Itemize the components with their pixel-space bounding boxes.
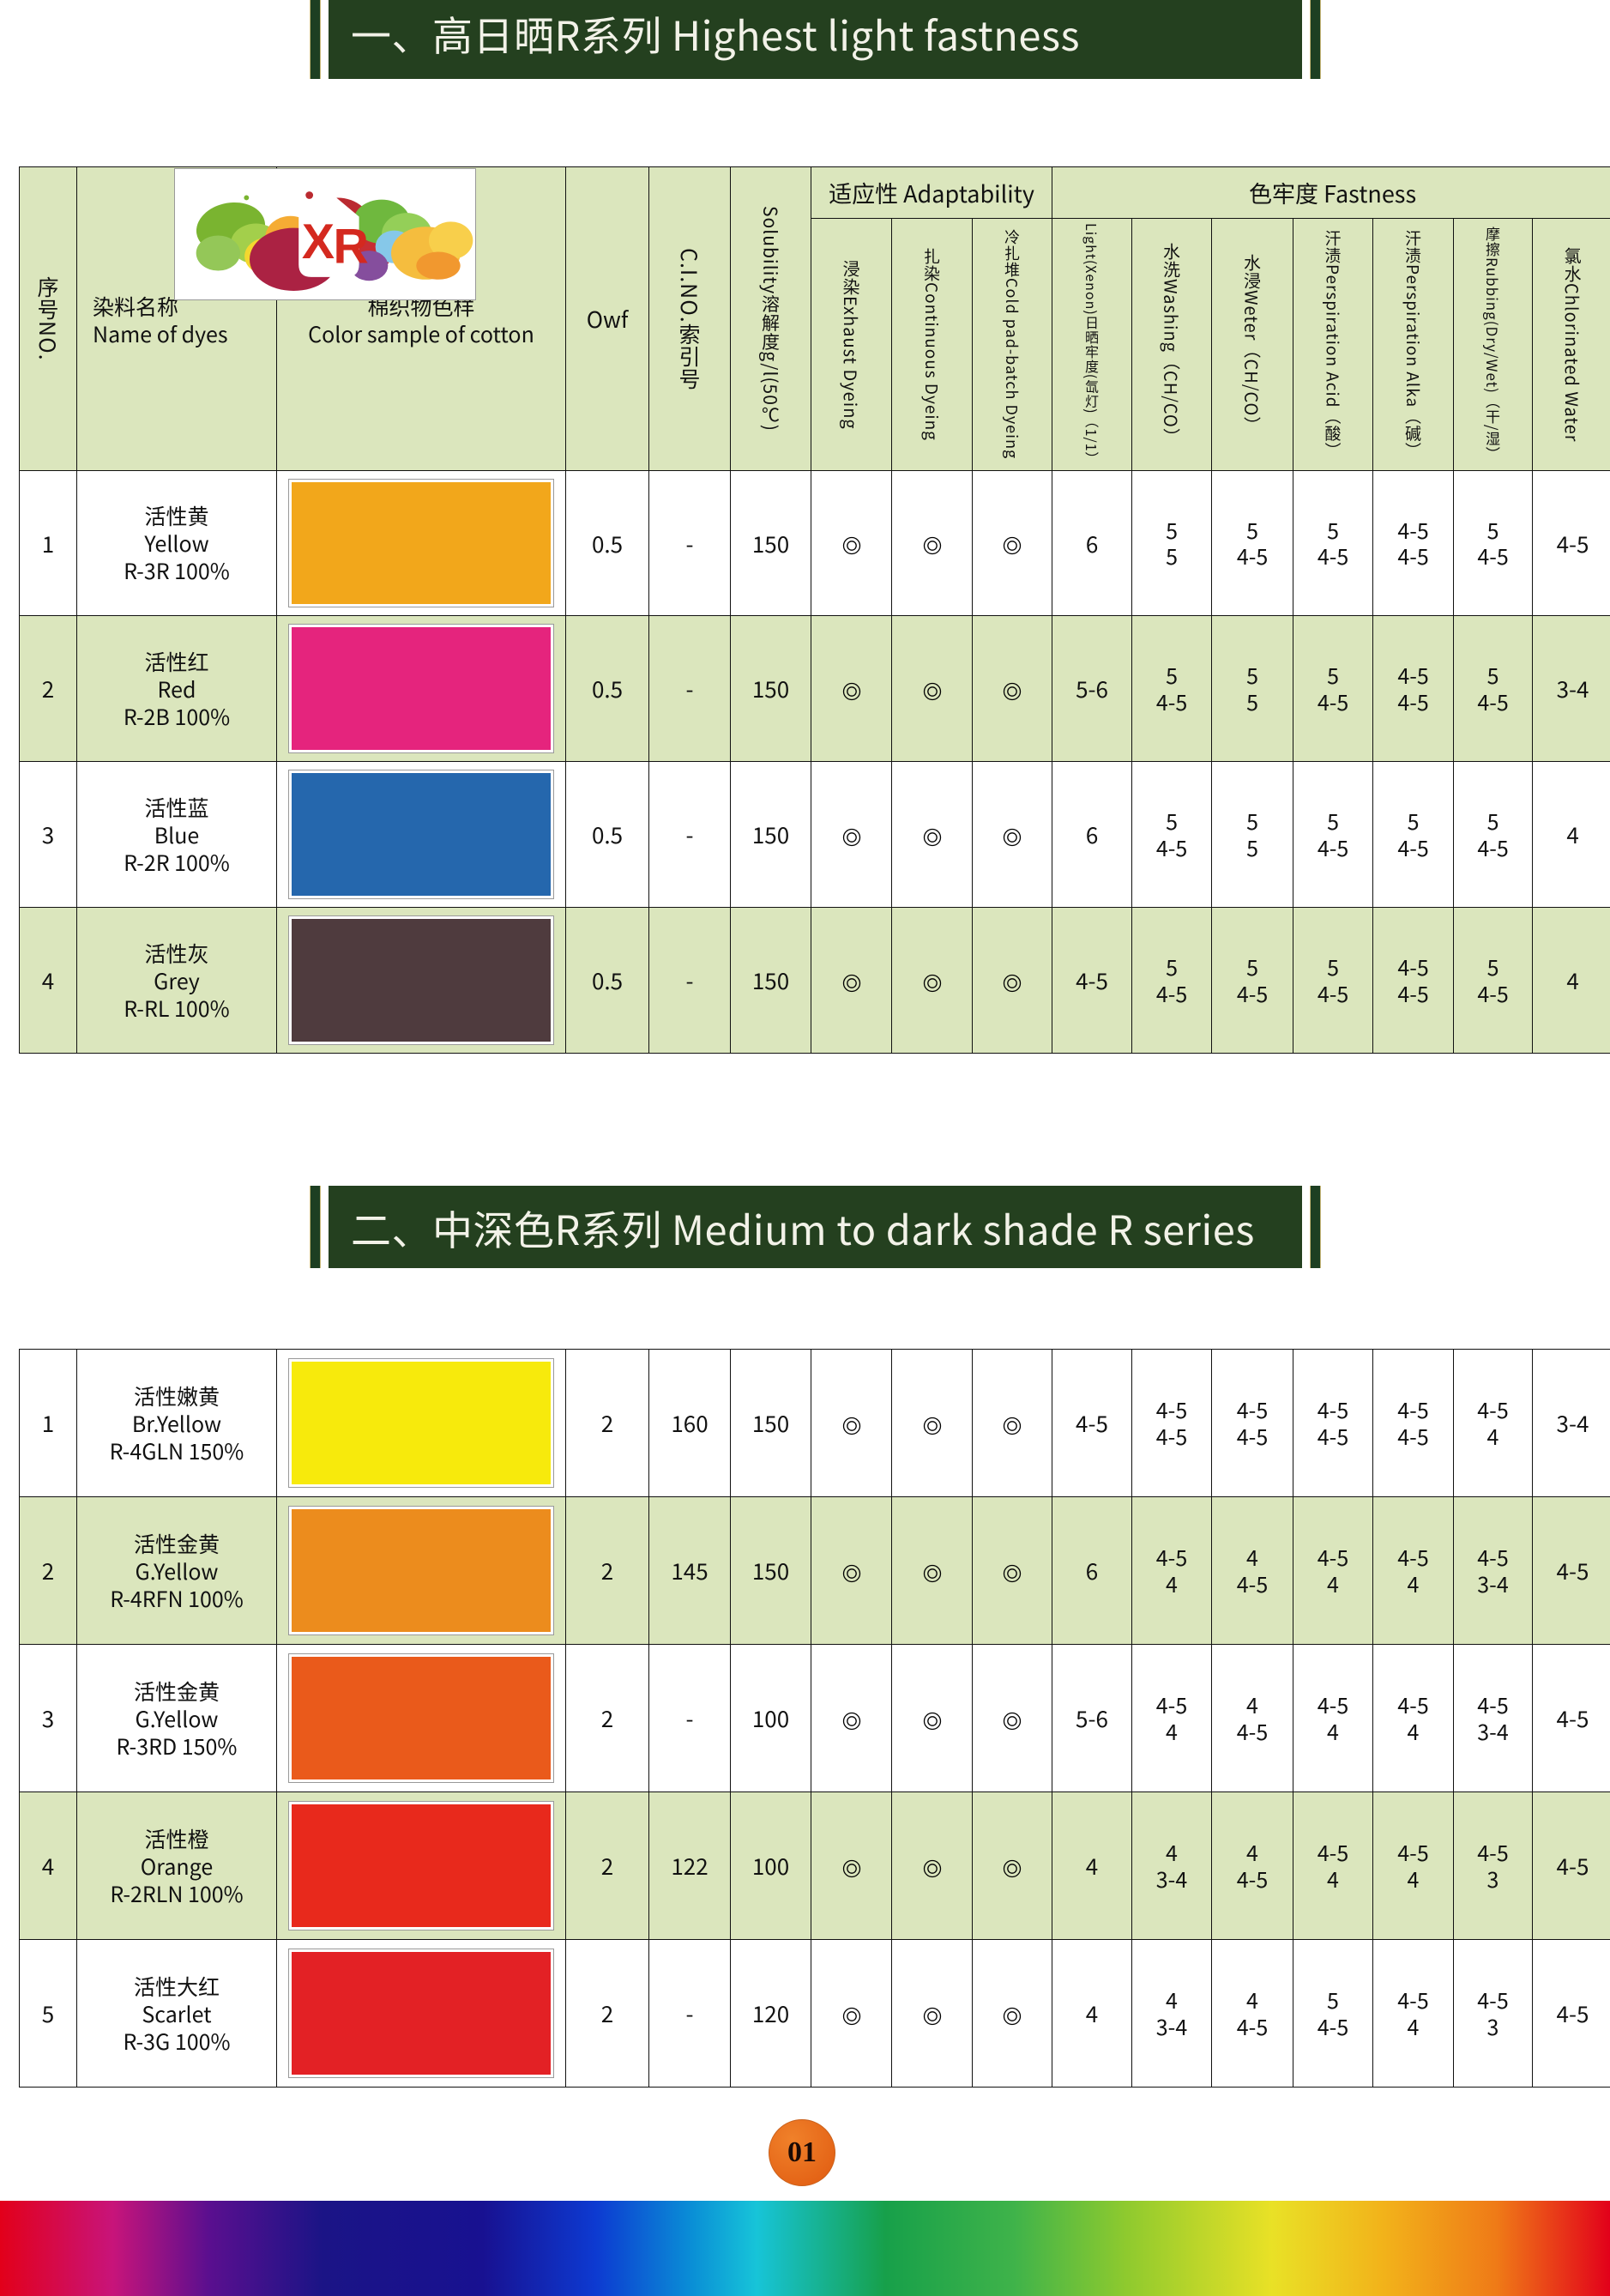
- svg-text:R: R: [334, 220, 369, 275]
- svg-text:X: X: [302, 214, 335, 269]
